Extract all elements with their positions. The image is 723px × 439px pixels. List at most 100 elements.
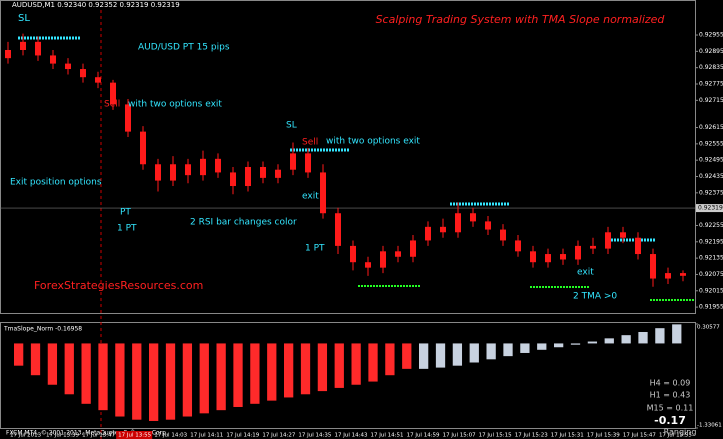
- histogram-bar: [267, 343, 277, 401]
- annotation: 1 PT: [305, 244, 325, 254]
- histogram-bar: [503, 343, 513, 357]
- histogram-bar: [64, 343, 74, 395]
- y-tick-label: 0.92495: [699, 157, 723, 164]
- candle-body: [350, 245, 356, 263]
- x-tick-label: 17 Jul 14:11: [190, 433, 223, 439]
- chart-title: Scalping Trading System with TMA Slope n…: [376, 13, 666, 26]
- annotation: 2 TMA >0: [573, 292, 617, 302]
- candle-body: [395, 251, 401, 257]
- x-tick-label: 17 Jul 15:31: [551, 433, 584, 439]
- candle-body: [455, 213, 461, 233]
- candle-body: [635, 237, 641, 255]
- histogram-bar: [149, 343, 159, 421]
- candle-body: [5, 49, 11, 59]
- candle-body: [65, 63, 71, 70]
- histogram-bar: [81, 343, 91, 404]
- candle-body: [35, 41, 41, 56]
- candle-body: [50, 55, 56, 64]
- annotation: SL: [286, 121, 297, 131]
- candle-body: [110, 82, 116, 105]
- candle-body: [200, 158, 206, 176]
- indicator-annotation: H4 = 0.09: [650, 379, 691, 388]
- candle-body: [590, 245, 596, 249]
- histogram-bar: [351, 343, 361, 385]
- y-tick-label: 0.30577: [697, 325, 720, 331]
- annotation: exit: [577, 268, 594, 278]
- histogram-bar: [250, 343, 260, 404]
- candle-body: [80, 69, 86, 78]
- annotation: SL: [18, 13, 30, 24]
- symbol-header: AUDUSD,M1 0.92340 0.92352 0.92319 0.9231…: [12, 1, 180, 9]
- candle-body: [410, 240, 416, 257]
- histogram-bar: [14, 343, 24, 366]
- annotation: AUD/USD PT 15 pips: [138, 43, 230, 53]
- candle-body: [290, 153, 296, 170]
- candle-body: [305, 153, 311, 173]
- candle-body: [170, 164, 176, 181]
- x-tick-label: 17 Jul 14:19: [226, 433, 259, 439]
- histogram-bar: [537, 343, 547, 350]
- histogram-bar: [216, 343, 226, 411]
- histogram-bar: [621, 335, 631, 344]
- x-tick-label: 17 Jul 13:47: [82, 433, 115, 439]
- histogram-bar: [570, 343, 581, 345]
- annotation: PT: [120, 208, 131, 218]
- y-tick-label: 0.91955: [699, 304, 723, 311]
- histogram-bar: [419, 343, 429, 369]
- y-tick-label: 0.92715: [699, 97, 723, 104]
- indicator-annotation: Ranging: [664, 428, 697, 437]
- x-tick-label: 17 Jul 15:07: [443, 433, 476, 439]
- indicator-annotation: M15 = 0.11: [647, 404, 694, 413]
- histogram-bar: [233, 343, 243, 407]
- histogram-bar: [284, 343, 294, 398]
- annotation: Exit position options: [10, 178, 102, 188]
- histogram-bar: [452, 343, 463, 366]
- x-tick-label: 17 Jul 13:39: [46, 433, 79, 439]
- annotation: Sell: [104, 100, 120, 110]
- histogram-bar: [30, 343, 41, 376]
- histogram-bar: [115, 343, 125, 417]
- histogram-bar: [587, 341, 598, 344]
- histogram-bar: [182, 343, 193, 417]
- histogram-bar: [334, 343, 344, 388]
- candle-body: [185, 164, 191, 176]
- histogram-bar: [435, 343, 446, 368]
- candle-body: [485, 221, 491, 230]
- main-frame: [0, 0, 696, 314]
- candle-body: [530, 251, 536, 263]
- x-tick-label: 17 Jul 14:59: [407, 433, 440, 439]
- x-tick-label: 17 Jul 15:15: [479, 433, 512, 439]
- candle-body: [425, 226, 431, 241]
- time-highlight: [116, 431, 153, 439]
- candle-body: [20, 41, 26, 50]
- y-tick-label: 0.92195: [699, 238, 723, 245]
- candle-body: [245, 166, 251, 187]
- histogram-bar: [385, 343, 395, 376]
- histogram-bar: [604, 338, 614, 344]
- histogram-bar: [520, 343, 530, 353]
- y-tick-label: 0.92555: [699, 140, 723, 147]
- y-tick-label: 0.92775: [699, 81, 723, 88]
- histogram-bar: [554, 343, 564, 348]
- histogram-bar: [368, 343, 378, 382]
- x-tick-label: 17 Jul 15:39: [587, 433, 620, 439]
- histogram-bar: [638, 331, 648, 344]
- candle-body: [275, 169, 281, 178]
- current-price-label: 0.92319: [698, 205, 723, 212]
- y-tick-label: 0.92835: [699, 64, 723, 71]
- candle-body: [320, 172, 326, 214]
- x-tick-label: 17 Jul 14:35: [298, 433, 331, 439]
- indicator-title: TmaSlope_Norm -0.16958: [3, 326, 82, 333]
- candle-body: [365, 262, 371, 268]
- candle-body: [575, 245, 581, 260]
- candle-body: [260, 166, 266, 178]
- candle-body: [335, 213, 341, 246]
- sub-frame: [0, 322, 696, 429]
- x-tick-label: 17 Jul 15:55: [659, 433, 692, 439]
- annotation: exit: [302, 192, 319, 202]
- histogram-bar: [47, 343, 58, 385]
- x-tick-label: 17 Jul 14:51: [371, 433, 404, 439]
